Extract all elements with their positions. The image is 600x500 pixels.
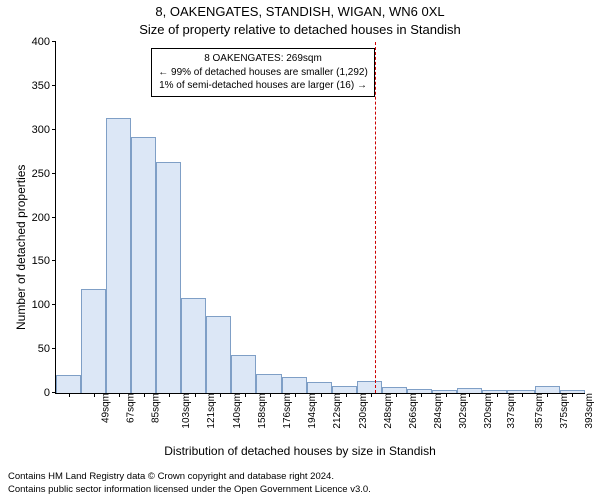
x-tick-mark [245,393,246,397]
x-tick-label: 85sqm [144,393,161,423]
x-tick-mark [295,393,296,397]
x-tick-label: 393sqm [578,393,595,429]
x-tick-mark [497,393,498,397]
x-tick-mark [69,393,70,397]
y-tick-label: 100 [32,299,56,311]
callout-line-3: 1% of semi-detached houses are larger (1… [158,79,368,93]
histogram-bar [81,289,106,393]
y-tick-mark [52,85,56,86]
x-tick-label: 320sqm [477,393,494,429]
histogram-bar [156,162,181,393]
y-tick-label: 50 [38,343,56,355]
chart-container: 8, OAKENGATES, STANDISH, WIGAN, WN6 0XL … [0,0,600,500]
footer-line-1: Contains HM Land Registry data © Crown c… [8,471,371,483]
x-tick-label: 140sqm [226,393,243,429]
y-tick-mark [52,129,56,130]
y-tick-mark [52,260,56,261]
x-tick-mark [421,393,422,397]
histogram-bar [206,316,231,393]
y-tick-mark [52,217,56,218]
y-tick-label: 300 [32,124,56,136]
y-tick-label: 350 [32,80,56,92]
x-tick-mark [396,393,397,397]
histogram-bar [535,386,560,393]
histogram-bar [332,386,357,393]
x-tick-label: 212sqm [327,393,344,429]
x-tick-mark [346,393,347,397]
title-line-1: 8, OAKENGATES, STANDISH, WIGAN, WN6 0XL [0,4,600,19]
y-tick-mark [52,173,56,174]
histogram-bar [131,137,156,393]
x-tick-mark [321,393,322,397]
y-tick-label: 250 [32,168,56,180]
histogram-bar [282,377,307,393]
callout-box: 8 OAKENGATES: 269sqm← 99% of detached ho… [151,48,375,97]
x-tick-label: 103sqm [175,393,192,429]
x-tick-label: 284sqm [427,393,444,429]
footer-attribution: Contains HM Land Registry data © Crown c… [8,471,371,496]
x-tick-mark [270,393,271,397]
title-line-2: Size of property relative to detached ho… [0,22,600,37]
x-tick-mark [94,393,95,397]
x-tick-mark [195,393,196,397]
y-tick-mark [52,348,56,349]
y-tick-label: 400 [32,36,56,48]
histogram-bar [181,298,206,393]
x-tick-mark [469,393,470,397]
y-tick-mark [52,304,56,305]
plot-area: 05010015020025030035040049sqm67sqm85sqm1… [55,42,585,394]
x-tick-mark [119,393,120,397]
footer-line-2: Contains public sector information licen… [8,484,371,496]
x-tick-label: 266sqm [402,393,419,429]
histogram-bar [56,375,81,393]
x-tick-label: 49sqm [94,393,111,423]
x-tick-mark [446,393,447,397]
histogram-bar [357,381,382,393]
x-tick-label: 248sqm [377,393,394,429]
x-tick-label: 158sqm [251,393,268,429]
x-tick-mark [371,393,372,397]
x-axis-label: Distribution of detached houses by size … [0,444,600,458]
histogram-bar [307,382,332,393]
callout-line-1: 8 OAKENGATES: 269sqm [158,52,368,66]
y-tick-mark [52,41,56,42]
y-tick-label: 200 [32,212,56,224]
histogram-bar [106,118,131,393]
x-tick-mark [144,393,145,397]
y-axis-label: Number of detached properties [14,165,28,330]
y-tick-label: 0 [44,387,56,399]
x-tick-label: 375sqm [553,393,570,429]
x-tick-label: 176sqm [276,393,293,429]
x-tick-mark [169,393,170,397]
histogram-bar [256,374,281,393]
x-tick-label: 67sqm [119,393,136,423]
y-tick-label: 150 [32,255,56,267]
x-tick-mark [522,393,523,397]
histogram-bar [231,355,256,393]
x-tick-label: 194sqm [301,393,318,429]
x-tick-label: 230sqm [352,393,369,429]
x-tick-label: 337sqm [501,393,518,429]
callout-line-2: ← 99% of detached houses are smaller (1,… [158,66,368,80]
x-tick-mark [572,393,573,397]
x-tick-label: 357sqm [528,393,545,429]
x-tick-mark [547,393,548,397]
marker-line [375,42,376,393]
x-tick-mark [220,393,221,397]
x-tick-label: 121sqm [200,393,217,429]
x-tick-label: 302sqm [452,393,469,429]
